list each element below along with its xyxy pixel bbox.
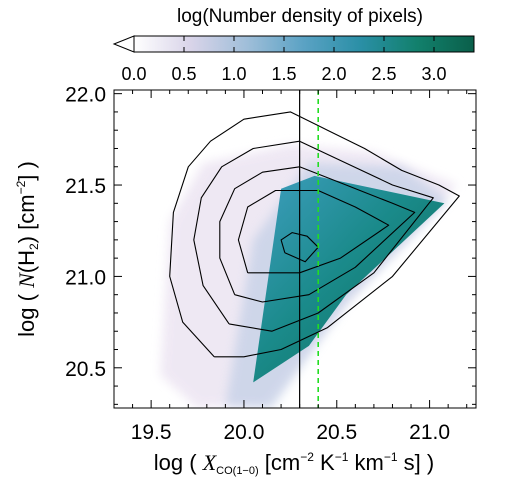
density-core [253, 175, 445, 383]
colorbar-tick-label: 1.0 [221, 64, 246, 84]
plot-frame [113, 89, 477, 409]
colorbar-ticks: 0.0 0.5 1.0 1.5 2.0 2.5 3.0 [121, 36, 447, 84]
colorbar-tick-label: 3.0 [421, 64, 446, 84]
contour-line [280, 232, 319, 263]
y-tick-label: 22.0 [65, 84, 106, 107]
x-tick-label: 21.0 [409, 421, 450, 444]
colorbar-tick-label: 2.0 [321, 64, 346, 84]
x-axis-label: log ( XCO(1−0) [cm−2 K−1 km−1 s] ) [154, 450, 434, 477]
x-tick-label: 20.5 [316, 421, 357, 444]
contour-line [219, 166, 416, 303]
density-map [160, 144, 458, 408]
colorbar-tick-label: 0.5 [171, 64, 196, 84]
x-axis-ticks: 19.5 20.0 20.5 21.0 [131, 90, 468, 444]
colorbar-tick-label: 1.5 [271, 64, 296, 84]
contour-line [169, 111, 460, 358]
colorbar: 0.0 0.5 1.0 1.5 2.0 2.5 3.0 [112, 35, 475, 84]
x-tick-label: 20.0 [224, 421, 265, 444]
plot-area: 19.5 20.0 20.5 21.0 20.5 21.0 21.5 22.0 [65, 84, 477, 444]
colorbar-extend-arrow [112, 35, 135, 53]
y-tick-label: 21.5 [65, 175, 106, 198]
colorbar-tick-label: 0.0 [121, 64, 146, 84]
colorbar-title: log(Number density of pixels) [177, 6, 423, 27]
colorbar-tick-label: 2.5 [371, 64, 396, 84]
y-axis-ticks: 20.5 21.0 21.5 22.0 [65, 84, 476, 405]
y-tick-label: 21.0 [65, 266, 106, 289]
contour-line [193, 140, 434, 332]
colorbar-gradient [133, 35, 475, 53]
contour-lines [169, 111, 460, 358]
x-tick-label: 19.5 [131, 421, 172, 444]
contour-line [237, 189, 390, 274]
y-axis-label: log ( N(H2) [cm−2] ) [14, 161, 41, 337]
y-tick-label: 20.5 [65, 358, 106, 381]
reference-lines [299, 90, 320, 408]
